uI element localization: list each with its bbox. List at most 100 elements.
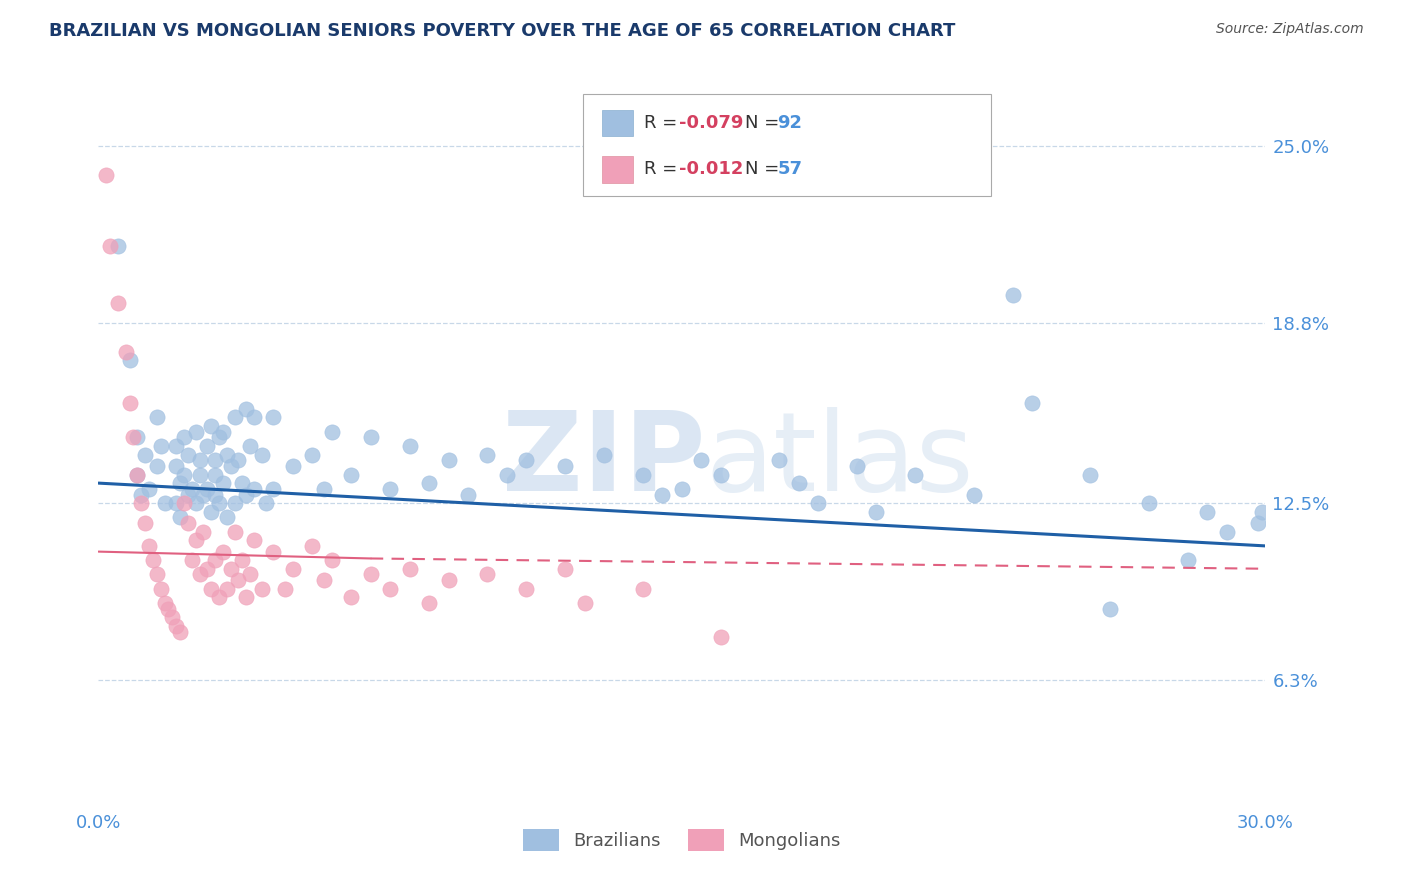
Point xyxy=(845,458,868,473)
Point xyxy=(165,439,187,453)
Point xyxy=(200,419,222,434)
Point xyxy=(1246,516,1268,530)
Point xyxy=(235,401,257,416)
Point xyxy=(142,553,165,567)
Point xyxy=(321,425,343,439)
Point xyxy=(200,505,222,519)
Point xyxy=(671,482,693,496)
Point xyxy=(188,453,211,467)
Point xyxy=(165,619,187,633)
Point xyxy=(149,582,172,596)
Point xyxy=(239,439,262,453)
Point xyxy=(398,562,420,576)
Point xyxy=(193,524,215,539)
Point xyxy=(515,453,537,467)
Point xyxy=(1098,601,1121,615)
Point xyxy=(153,596,176,610)
Point xyxy=(651,487,673,501)
Point xyxy=(457,487,479,501)
Point xyxy=(250,582,273,596)
Point xyxy=(180,553,202,567)
Point xyxy=(219,562,242,576)
Text: Source: ZipAtlas.com: Source: ZipAtlas.com xyxy=(1216,22,1364,37)
Point xyxy=(165,458,187,473)
Point xyxy=(146,567,169,582)
Point xyxy=(1195,505,1218,519)
Point xyxy=(134,448,156,462)
Point xyxy=(477,567,499,582)
Point xyxy=(195,562,218,576)
Point xyxy=(184,496,207,510)
Point xyxy=(98,239,121,253)
Point xyxy=(188,467,211,482)
Point xyxy=(360,567,382,582)
Point xyxy=(1080,467,1102,482)
Point xyxy=(195,439,218,453)
Text: atlas: atlas xyxy=(706,407,974,514)
Text: ZIP: ZIP xyxy=(502,407,706,514)
Point xyxy=(554,562,576,576)
Point xyxy=(515,582,537,596)
Point xyxy=(177,487,200,501)
Point xyxy=(169,510,191,524)
Point xyxy=(554,458,576,473)
Point xyxy=(180,482,202,496)
Point xyxy=(138,539,160,553)
Point xyxy=(177,448,200,462)
Text: 57: 57 xyxy=(778,161,803,178)
Point xyxy=(153,496,176,510)
Point xyxy=(340,591,363,605)
Point xyxy=(184,533,207,548)
Point xyxy=(208,430,231,444)
Point xyxy=(228,453,250,467)
Point xyxy=(254,496,277,510)
Point xyxy=(208,496,231,510)
Point xyxy=(122,430,145,444)
Point xyxy=(224,410,246,425)
Point xyxy=(235,487,257,501)
Point xyxy=(204,553,226,567)
Point xyxy=(146,410,169,425)
Point xyxy=(807,496,830,510)
Point xyxy=(1021,396,1043,410)
Point xyxy=(212,544,235,558)
Point xyxy=(235,591,257,605)
Point xyxy=(787,476,810,491)
Point xyxy=(169,624,191,639)
Point xyxy=(710,467,733,482)
Point xyxy=(312,573,335,587)
Point xyxy=(1137,496,1160,510)
Point xyxy=(129,496,152,510)
Point xyxy=(114,344,136,359)
Point xyxy=(193,487,215,501)
Point xyxy=(418,476,440,491)
Point xyxy=(360,430,382,444)
Point xyxy=(215,582,238,596)
Point xyxy=(243,410,266,425)
Point xyxy=(169,476,191,491)
Point xyxy=(418,596,440,610)
Point xyxy=(398,439,420,453)
Point xyxy=(173,496,195,510)
Point xyxy=(162,610,184,624)
Text: BRAZILIAN VS MONGOLIAN SENIORS POVERTY OVER THE AGE OF 65 CORRELATION CHART: BRAZILIAN VS MONGOLIAN SENIORS POVERTY O… xyxy=(49,22,956,40)
Point xyxy=(134,516,156,530)
Point xyxy=(195,482,218,496)
Point xyxy=(301,448,323,462)
Text: -0.012: -0.012 xyxy=(679,161,744,178)
Point xyxy=(204,467,226,482)
Point xyxy=(574,596,596,610)
Point xyxy=(127,467,149,482)
Point xyxy=(96,168,118,182)
Point xyxy=(107,239,129,253)
Point xyxy=(204,487,226,501)
Point xyxy=(321,553,343,567)
Point xyxy=(127,467,149,482)
Point xyxy=(340,467,363,482)
Point xyxy=(165,496,187,510)
Point xyxy=(243,482,266,496)
Point xyxy=(224,524,246,539)
Point xyxy=(1250,505,1272,519)
Point xyxy=(243,533,266,548)
Point xyxy=(239,567,262,582)
